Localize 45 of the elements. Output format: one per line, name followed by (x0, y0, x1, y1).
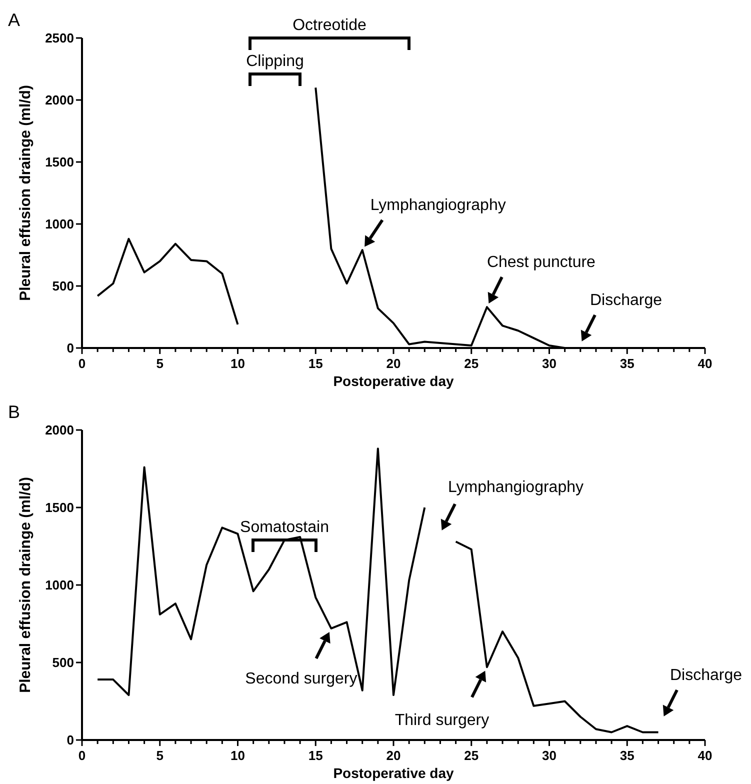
y-tick-label: 2000 (45, 422, 74, 438)
x-tick-label: 15 (308, 748, 323, 763)
x-tick-label: 40 (698, 356, 712, 371)
y-axis-title: Pleural effusion drainge (ml/d) (17, 477, 34, 693)
annotation: Second surgery (245, 670, 358, 688)
annotation: Somatostain (240, 519, 329, 536)
x-tick-label: 35 (620, 356, 634, 371)
x-tick-label: 5 (156, 356, 164, 371)
x-tick-label: 40 (698, 748, 712, 763)
y-tick-label: 0 (66, 340, 74, 356)
y-tick-label: 2000 (45, 92, 74, 108)
annotation: Discharge (670, 667, 742, 684)
x-tick-label: 30 (542, 356, 556, 371)
x-tick-label: 20 (386, 748, 401, 763)
y-tick-label: 500 (52, 655, 74, 670)
y-tick-label: 2500 (45, 30, 74, 46)
x-tick-label: 5 (156, 748, 164, 763)
annotation: Lymphangiography (448, 479, 584, 496)
chart-title: A (8, 10, 20, 30)
x-tick-label: 30 (542, 748, 556, 763)
chart-title: B (8, 402, 20, 422)
text: Octreotide (292, 17, 367, 34)
x-tick-label: 15 (308, 356, 323, 371)
y-tick-label: 1500 (45, 154, 74, 170)
y-tick-label: 0 (66, 732, 74, 748)
y-tick-label: 1000 (45, 216, 74, 232)
x-tick-label: 35 (620, 748, 634, 763)
x-tick-label: 10 (230, 356, 245, 371)
x-tick-label: 20 (386, 356, 401, 371)
x-tick-label: 25 (464, 748, 479, 763)
annotation: Chest puncture (486, 254, 596, 272)
y-tick-label: 1500 (45, 500, 74, 515)
annotation: Clipping (246, 53, 304, 70)
annotation: Third surgery (394, 712, 490, 730)
x-tick-label: 10 (230, 748, 245, 763)
y-axis-title: Pleural effusion drainge (ml/d) (17, 85, 34, 301)
y-tick-label: 500 (52, 278, 74, 294)
annotation: Lymphangiography (370, 197, 506, 214)
annotation: Discharge (590, 292, 662, 309)
x-tick-label: 25 (464, 356, 479, 371)
y-tick-label: 1000 (45, 578, 74, 592)
x-axis-title: Postoperative day (333, 765, 454, 781)
x-tick-label: 0 (78, 356, 86, 371)
x-axis-title: Postoperative day (333, 373, 454, 389)
x-tick-label: 0 (78, 748, 86, 763)
